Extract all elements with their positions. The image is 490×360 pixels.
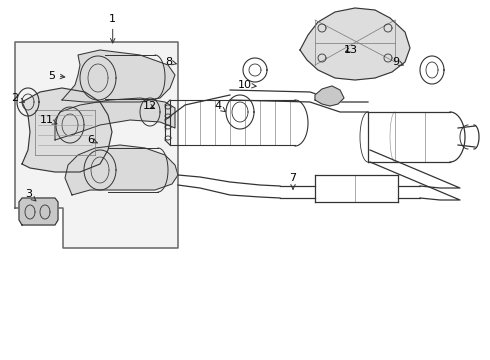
Text: 3: 3 [25,189,36,201]
Polygon shape [65,145,178,195]
Polygon shape [19,198,58,225]
Polygon shape [62,50,175,102]
Text: 7: 7 [290,173,296,189]
Polygon shape [300,8,410,80]
Polygon shape [22,88,112,172]
Text: 2: 2 [11,93,24,103]
Text: 13: 13 [343,45,357,55]
Polygon shape [15,42,178,248]
Polygon shape [315,86,344,106]
Text: 8: 8 [166,57,176,67]
Text: 6: 6 [87,135,97,145]
Text: 9: 9 [392,57,403,67]
Text: 5: 5 [48,71,65,81]
Text: 1: 1 [109,14,116,43]
Text: 4: 4 [215,101,225,112]
Text: 10: 10 [238,80,256,90]
Text: 12: 12 [143,101,156,111]
Polygon shape [55,98,175,140]
Text: 11: 11 [40,114,57,125]
